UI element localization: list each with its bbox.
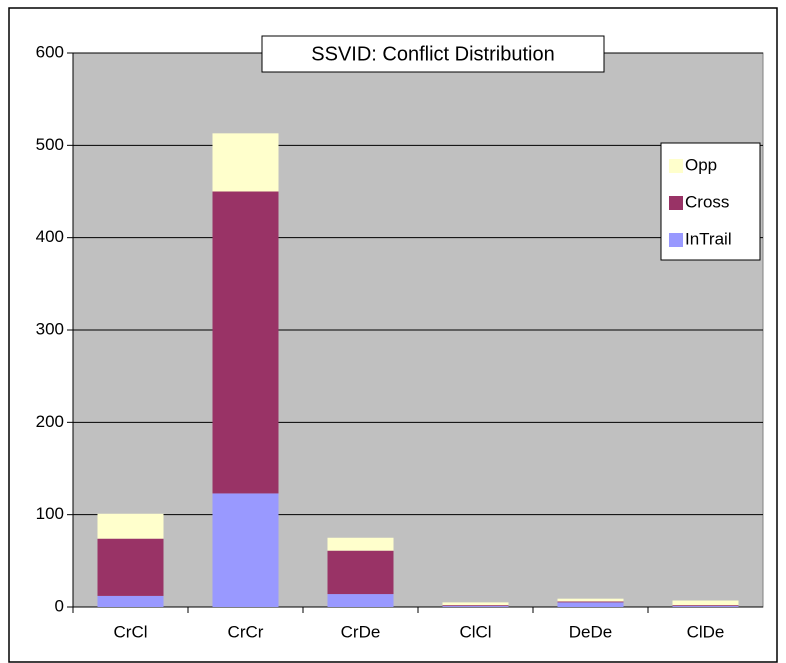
bar-segment bbox=[557, 601, 624, 603]
bar-segment bbox=[442, 606, 509, 607]
bar-segment bbox=[442, 602, 509, 606]
y-tick-label: 400 bbox=[36, 227, 64, 246]
legend-swatch bbox=[669, 196, 683, 210]
bar-segment bbox=[327, 537, 394, 551]
y-tick-label: 600 bbox=[36, 42, 64, 61]
bar-segment bbox=[97, 513, 164, 539]
y-tick-label: 300 bbox=[36, 319, 64, 338]
chart-title: SSVID: Conflict Distribution bbox=[311, 43, 554, 65]
title-box bbox=[261, 35, 605, 73]
legend-label: Opp bbox=[685, 155, 717, 174]
x-tick-label: ClCl bbox=[459, 622, 491, 641]
bar-segment bbox=[212, 133, 279, 192]
y-tick-label: 200 bbox=[36, 412, 64, 431]
bar-segment bbox=[212, 493, 279, 607]
x-tick-label: CrCl bbox=[114, 622, 148, 641]
legend-swatch bbox=[669, 159, 683, 173]
legend-label: Cross bbox=[685, 192, 729, 211]
bar-segment bbox=[672, 605, 739, 607]
legend-swatch bbox=[669, 233, 683, 247]
bar-segment bbox=[212, 191, 279, 494]
bar-segment bbox=[442, 605, 509, 607]
y-tick-label: 0 bbox=[55, 596, 64, 615]
bar-segment bbox=[672, 606, 739, 607]
bar-segment bbox=[97, 595, 164, 607]
legend-label: InTrail bbox=[685, 229, 732, 248]
x-tick-label: CrDe bbox=[341, 622, 381, 641]
x-tick-label: ClDe bbox=[687, 622, 725, 641]
bar-segment bbox=[557, 602, 624, 607]
x-tick-label: CrCr bbox=[228, 622, 264, 641]
bar-segment bbox=[672, 600, 739, 606]
bar-segment bbox=[557, 598, 624, 602]
y-tick-label: 500 bbox=[36, 135, 64, 154]
bar-segment bbox=[327, 550, 394, 595]
bar-segment bbox=[327, 594, 394, 607]
x-tick-label: DeDe bbox=[569, 622, 612, 641]
bar-segment bbox=[97, 538, 164, 596]
y-tick-label: 100 bbox=[36, 504, 64, 523]
